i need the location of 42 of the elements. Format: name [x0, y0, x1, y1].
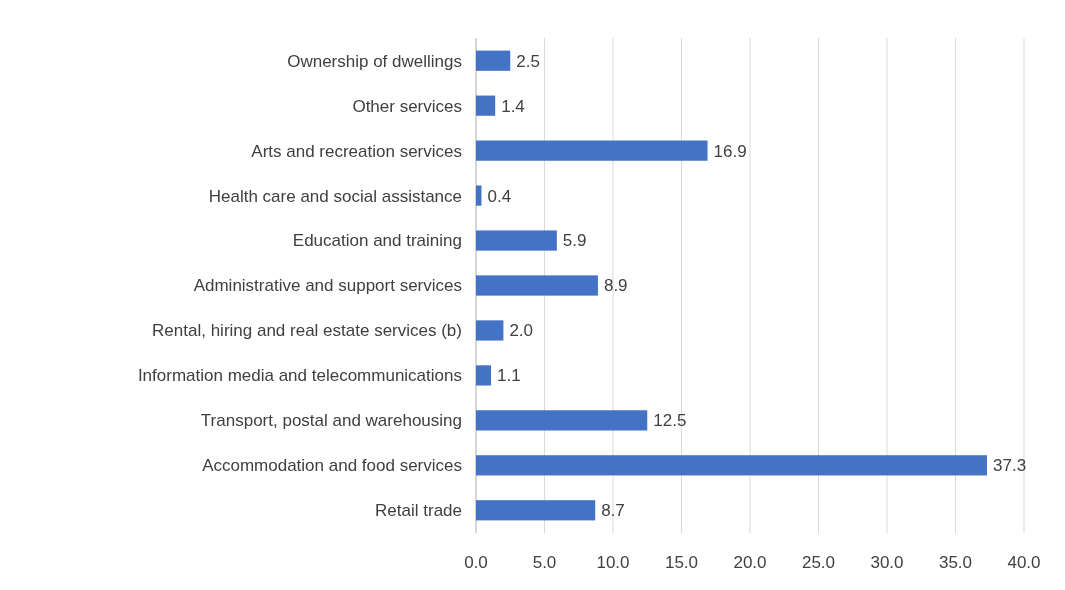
x-tick-label: 0.0 [464, 552, 488, 572]
data-label: 2.0 [509, 321, 534, 341]
data-label: 8.9 [603, 276, 628, 296]
x-tick-label: 15.0 [664, 552, 699, 572]
data-label: 1.1 [497, 366, 521, 386]
bar [476, 320, 504, 341]
y-tick-label: Rental, hiring and real estate services (b) [152, 321, 462, 341]
data-label: 37.3 [993, 456, 1027, 476]
bar [476, 95, 496, 116]
y-tick-label: Administrative and support services [193, 276, 462, 296]
x-tick-label: 10.0 [596, 552, 630, 572]
y-tick-label: Retail trade [375, 501, 462, 521]
data-label: 1.4 [501, 96, 525, 116]
y-tick-label: Arts and recreation services [251, 141, 462, 161]
bar [476, 140, 708, 161]
bar [476, 50, 511, 71]
y-tick-label: Transport, postal and warehousing [200, 411, 462, 431]
data-label: 2.5 [516, 51, 540, 71]
y-tick-label: Other services [352, 96, 462, 116]
data-label: 8.7 [601, 501, 625, 521]
x-tick-label: 40.0 [1007, 552, 1041, 572]
x-tick-label: 35.0 [938, 552, 973, 572]
x-tick-label: 20.0 [733, 552, 767, 572]
bar [476, 365, 492, 386]
bar [476, 185, 482, 206]
x-tick-label: 5.0 [532, 552, 557, 572]
y-tick-label: Education and training [292, 231, 462, 251]
bar [476, 410, 648, 431]
x-tick-label: 30.0 [870, 552, 904, 572]
bar [476, 500, 596, 521]
data-label: 16.9 [713, 141, 747, 161]
data-label: 0.4 [487, 186, 512, 206]
y-tick-label: Information media and telecommunications [137, 366, 462, 386]
y-tick-label: Accommodation and food services [202, 456, 462, 476]
x-tick-label: 25.0 [801, 552, 836, 572]
data-label: 5.9 [562, 231, 587, 251]
y-tick-label: Ownership of dwellings [287, 51, 462, 71]
bar [476, 455, 988, 476]
bar [476, 230, 557, 251]
bar [476, 275, 598, 296]
data-label: 12.5 [653, 411, 687, 431]
y-tick-label: Health care and social assistance [208, 186, 462, 206]
